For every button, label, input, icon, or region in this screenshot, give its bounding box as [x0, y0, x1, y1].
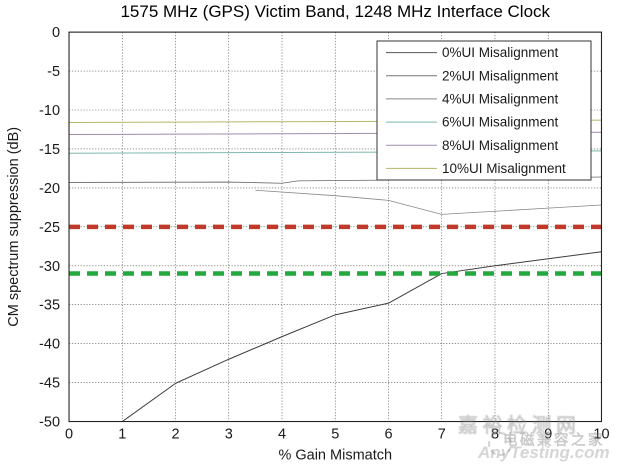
svg-text:-20: -20: [39, 181, 60, 197]
svg-text:4%UI Misalignment: 4%UI Misalignment: [442, 91, 559, 106]
svg-text:3: 3: [225, 427, 233, 443]
svg-text:8%UI Misalignment: 8%UI Misalignment: [442, 138, 559, 153]
svg-text:-45: -45: [39, 376, 60, 392]
svg-text:% Gain Mismatch: % Gain Mismatch: [278, 448, 392, 464]
svg-text:-10: -10: [39, 103, 60, 119]
svg-text:6: 6: [384, 427, 392, 443]
svg-text:0%UI Misalignment: 0%UI Misalignment: [442, 45, 559, 60]
svg-text:2: 2: [171, 427, 179, 443]
svg-text:-5: -5: [47, 64, 60, 80]
svg-text:1: 1: [118, 427, 126, 443]
svg-text:-50: -50: [39, 415, 60, 431]
svg-text:-25: -25: [39, 220, 60, 236]
svg-text:-35: -35: [39, 298, 60, 314]
svg-text:-40: -40: [39, 337, 60, 353]
svg-text:0: 0: [52, 25, 60, 41]
svg-text:-15: -15: [39, 142, 60, 158]
svg-text:CM spectrum suppression (dB): CM spectrum suppression (dB): [6, 127, 22, 327]
svg-text:1575 MHz (GPS) Victim Band, 12: 1575 MHz (GPS) Victim Band, 1248 MHz Int…: [120, 2, 550, 21]
svg-text:4: 4: [278, 427, 286, 443]
svg-text:6%UI Misalignment: 6%UI Misalignment: [442, 115, 559, 130]
svg-text:7: 7: [438, 427, 446, 443]
svg-text:5: 5: [331, 427, 339, 443]
svg-text:10%UI Misalignment: 10%UI Misalignment: [442, 161, 566, 176]
svg-text:-30: -30: [39, 259, 60, 275]
svg-text:0: 0: [65, 427, 73, 443]
svg-text:2%UI Misalignment: 2%UI Misalignment: [442, 68, 559, 83]
